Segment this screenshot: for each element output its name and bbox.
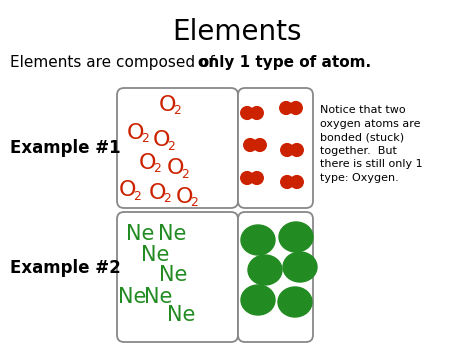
Text: O: O (159, 95, 177, 115)
Text: 2: 2 (141, 132, 149, 145)
Ellipse shape (241, 172, 254, 184)
Ellipse shape (241, 285, 275, 315)
Ellipse shape (290, 102, 302, 114)
Ellipse shape (248, 255, 282, 285)
Ellipse shape (281, 144, 293, 156)
Text: O: O (167, 158, 185, 178)
Text: Ne: Ne (158, 224, 186, 244)
Ellipse shape (254, 139, 266, 151)
Text: Ne: Ne (167, 305, 195, 325)
Text: O: O (127, 123, 145, 143)
Ellipse shape (280, 102, 292, 114)
Text: 2: 2 (167, 139, 175, 152)
Text: Ne: Ne (118, 287, 146, 307)
Text: O: O (149, 183, 167, 203)
Text: Elements: Elements (172, 18, 302, 46)
Text: O: O (139, 153, 157, 173)
Text: 2: 2 (153, 163, 161, 176)
Ellipse shape (291, 176, 303, 188)
Ellipse shape (241, 225, 275, 255)
Text: Ne: Ne (144, 287, 172, 307)
FancyBboxPatch shape (238, 212, 313, 342)
Text: Example #1: Example #1 (10, 139, 120, 157)
Text: O: O (153, 130, 171, 150)
Text: Ne: Ne (159, 265, 187, 285)
Text: 2: 2 (173, 105, 181, 118)
Ellipse shape (244, 139, 256, 151)
Text: 2: 2 (181, 168, 189, 181)
Text: Ne: Ne (126, 224, 154, 244)
Ellipse shape (241, 107, 254, 119)
Text: Elements are composed of: Elements are composed of (10, 56, 219, 70)
FancyBboxPatch shape (238, 88, 313, 208)
FancyBboxPatch shape (117, 212, 238, 342)
Ellipse shape (250, 172, 263, 184)
Text: 2: 2 (163, 193, 171, 206)
Text: Example #2: Example #2 (10, 259, 121, 277)
Text: O: O (176, 187, 194, 207)
Ellipse shape (291, 144, 303, 156)
Text: 2: 2 (190, 196, 198, 209)
Text: O: O (119, 180, 137, 200)
FancyBboxPatch shape (117, 88, 238, 208)
Text: Ne: Ne (141, 245, 169, 265)
Text: 2: 2 (133, 189, 141, 202)
Ellipse shape (283, 252, 317, 282)
Text: Notice that two
oxygen atoms are
bonded (stuck)
together.  But
there is still on: Notice that two oxygen atoms are bonded … (320, 105, 423, 183)
Ellipse shape (279, 222, 313, 252)
Ellipse shape (250, 107, 263, 119)
Text: only 1 type of atom.: only 1 type of atom. (198, 56, 371, 70)
Ellipse shape (278, 287, 312, 317)
Ellipse shape (281, 176, 293, 188)
